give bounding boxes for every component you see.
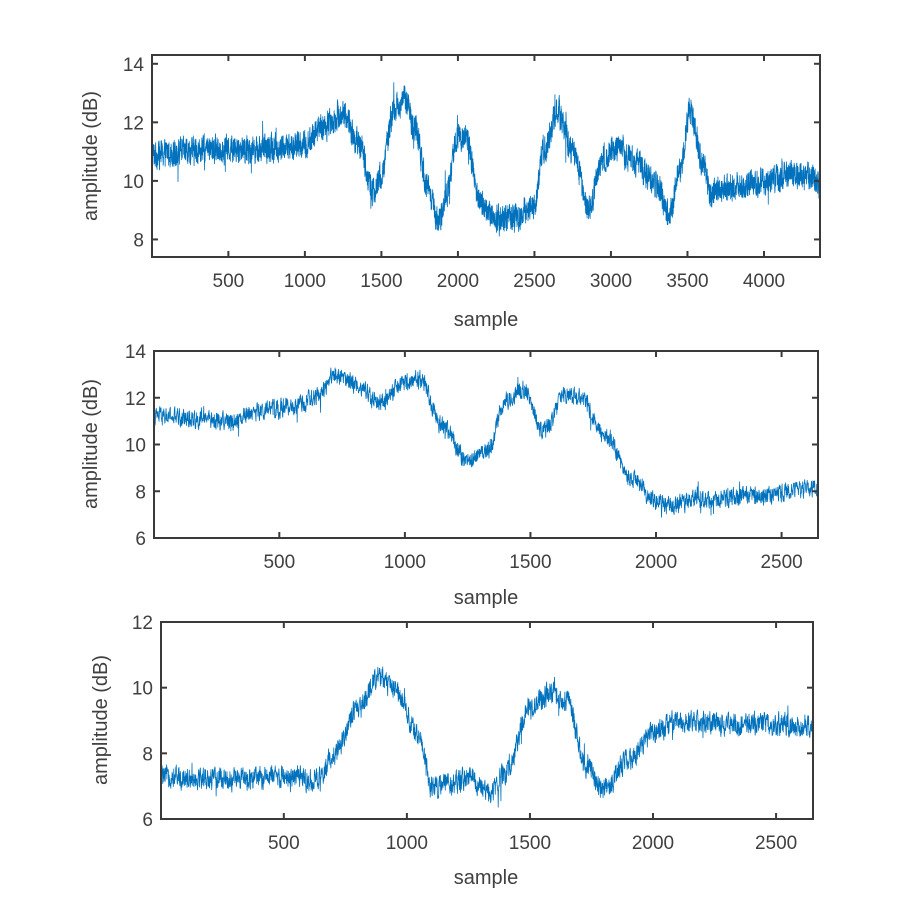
plot-area xyxy=(154,351,818,538)
x-tick-label: 2500 xyxy=(755,833,797,854)
tick-layer: 500 1000 1500 2000 2500 3000 3500 4000 8 10 12 14 xyxy=(123,55,820,292)
x-tick-label: 500 xyxy=(213,271,245,292)
x-tick-label: 1000 xyxy=(284,271,326,292)
series-layer xyxy=(160,666,814,808)
series-layer xyxy=(153,367,819,518)
x-axis-label: sample xyxy=(454,587,518,609)
subplot-3: 500 1000 1500 2000 2500 6 8 10 12 sample amplitu… xyxy=(90,613,814,889)
y-tick-label: 12 xyxy=(123,113,144,134)
x-axis-label: sample xyxy=(454,309,518,331)
series-line-amplitude xyxy=(151,82,821,237)
y-tick-label: 6 xyxy=(135,529,146,550)
x-tick-label: 2500 xyxy=(760,552,802,573)
y-tick-label: 6 xyxy=(142,810,153,831)
y-axis-label: amplitude (dB) xyxy=(80,91,102,221)
x-tick-label: 1000 xyxy=(386,833,428,854)
y-axis-label: amplitude (dB) xyxy=(80,379,102,509)
x-tick-label: 1000 xyxy=(384,552,426,573)
y-tick-label: 14 xyxy=(125,342,147,363)
x-tick-label: 2500 xyxy=(513,271,555,292)
y-tick-label: 10 xyxy=(125,436,146,457)
y-tick-label: 10 xyxy=(123,172,144,193)
x-tick-label: 500 xyxy=(263,552,295,573)
y-tick-label: 14 xyxy=(123,55,145,76)
y-tick-label: 12 xyxy=(125,389,146,410)
series-layer xyxy=(151,82,821,237)
x-tick-label: 2000 xyxy=(632,833,674,854)
tick-layer: 500 1000 1500 2000 2500 6 8 10 12 xyxy=(132,613,813,854)
x-tick-label: 500 xyxy=(268,833,300,854)
plot-area xyxy=(152,55,820,257)
y-tick-label: 8 xyxy=(133,230,144,251)
y-axis-label: amplitude (dB) xyxy=(90,655,112,785)
tick-layer: 500 1000 1500 2000 2500 6 8 10 12 14 xyxy=(125,342,818,573)
x-tick-label: 2000 xyxy=(635,552,677,573)
series-line-amplitude xyxy=(160,666,814,808)
x-tick-label: 1500 xyxy=(509,833,551,854)
y-tick-label: 12 xyxy=(132,613,153,634)
x-axis-label: sample xyxy=(454,867,518,889)
x-tick-label: 4000 xyxy=(743,271,785,292)
series-line-amplitude xyxy=(153,367,819,518)
x-tick-label: 3500 xyxy=(666,271,708,292)
axes-box xyxy=(153,350,819,539)
axes-box xyxy=(151,54,821,258)
y-tick-label: 8 xyxy=(142,744,153,765)
x-tick-label: 1500 xyxy=(360,271,402,292)
y-tick-label: 10 xyxy=(132,679,153,700)
axes-box xyxy=(160,621,814,820)
y-tick-label: 8 xyxy=(135,482,146,503)
x-tick-label: 2000 xyxy=(437,271,479,292)
subplot-2: 500 1000 1500 2000 2500 6 8 10 12 14 sample ampli… xyxy=(80,342,819,609)
x-tick-label: 1500 xyxy=(509,552,551,573)
subplot-1: 500 1000 1500 2000 2500 3000 3500 4000 8 10 12 14 s… xyxy=(80,54,821,331)
x-tick-label: 3000 xyxy=(590,271,632,292)
